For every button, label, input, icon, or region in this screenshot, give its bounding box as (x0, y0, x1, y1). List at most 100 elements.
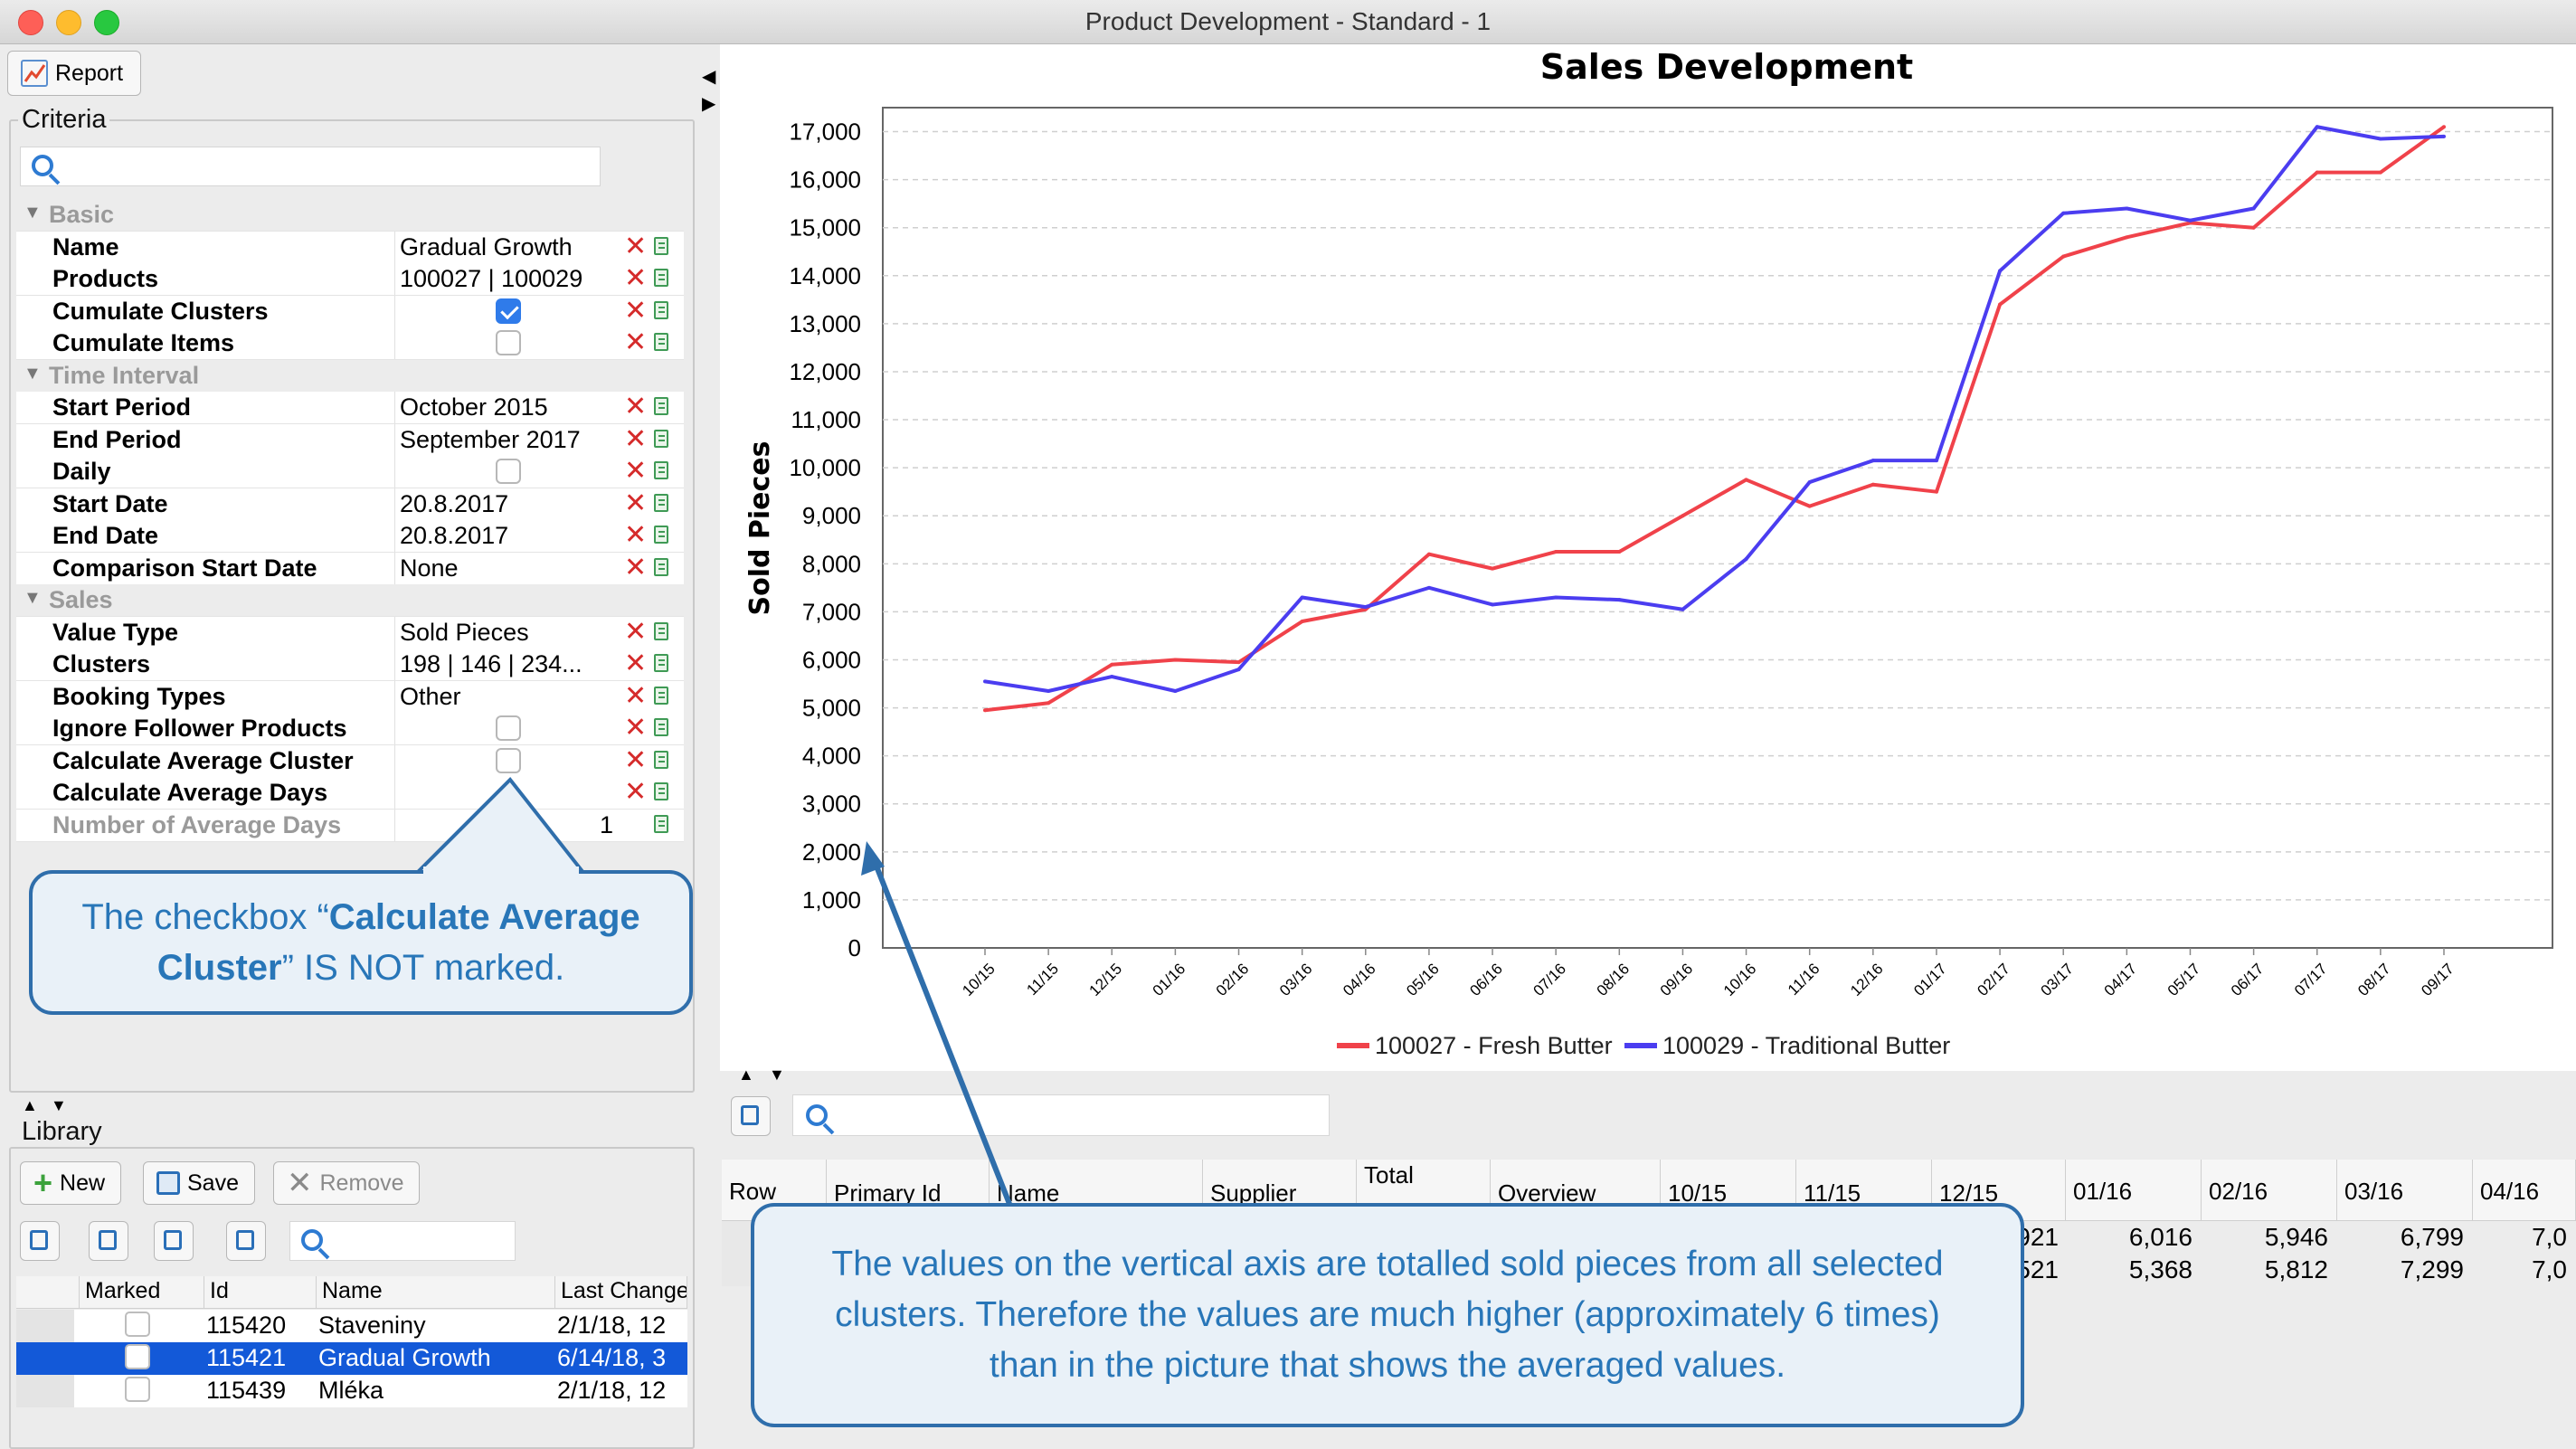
clear-value-icon[interactable]: ✕ (624, 263, 648, 293)
collapse-left-arrow[interactable]: ◀ (702, 67, 716, 87)
row-handle[interactable] (16, 1342, 74, 1375)
edit-value-icon[interactable] (654, 461, 668, 479)
daily-checkbox[interactable] (496, 459, 521, 484)
new-button[interactable]: + New (20, 1161, 121, 1205)
expand-right-arrow[interactable]: ▶ (702, 94, 716, 114)
section-sales[interactable]: ▼ Sales (16, 584, 684, 617)
library-row[interactable]: 115439 Mléka 2/1/18, 12 (16, 1375, 687, 1407)
table-header-02-16[interactable]: 02/16 (2202, 1160, 2337, 1221)
edit-value-icon[interactable] (654, 782, 668, 800)
table-splitter-down-arrow[interactable]: ▼ (769, 1065, 785, 1084)
clear-value-icon[interactable]: ✕ (624, 649, 648, 678)
edit-value-icon[interactable] (654, 750, 668, 769)
edit-value-icon[interactable] (654, 526, 668, 544)
table-cell[interactable]: 7,0 (2532, 1255, 2567, 1283)
property-row-start-date[interactable]: Start Date 20.8.2017 ✕ (16, 488, 684, 521)
property-value[interactable]: September 2017 (400, 425, 581, 453)
property-row-number-of-average-days[interactable]: Number of Average Days 1 (16, 809, 684, 842)
clear-value-icon[interactable]: ✕ (624, 616, 648, 647)
library-row[interactable]: 115420 Staveniny 2/1/18, 12 (16, 1310, 687, 1342)
table-cell[interactable]: 5,812 (2264, 1255, 2328, 1283)
property-row-clusters[interactable]: Clusters 198 | 146 | 234... ✕ (16, 649, 684, 681)
property-value[interactable]: Gradual Growth (400, 232, 573, 260)
table-cell[interactable]: 7,0 (2532, 1223, 2567, 1251)
clear-value-icon[interactable]: ✕ (624, 680, 648, 711)
property-value[interactable]: 20.8.2017 (400, 522, 509, 549)
clear-value-icon[interactable]: ✕ (624, 392, 648, 421)
ignore-follower-products-checkbox[interactable] (496, 715, 521, 741)
property-value[interactable]: 20.8.2017 (400, 489, 509, 517)
save-button[interactable]: Save (143, 1161, 255, 1205)
remove-button[interactable]: ✕ Remove (273, 1161, 420, 1205)
edit-value-icon[interactable] (654, 718, 668, 736)
clear-value-icon[interactable]: ✕ (624, 777, 648, 807)
edit-value-icon[interactable] (654, 269, 668, 287)
table-header-01-16[interactable]: 01/16 (2066, 1160, 2202, 1221)
edit-value-icon[interactable] (654, 300, 668, 319)
property-row-value-type[interactable]: Value Type Sold Pieces ✕ (16, 616, 684, 649)
edit-value-icon[interactable] (654, 397, 668, 415)
table-cell[interactable]: 5,946 (2264, 1223, 2328, 1251)
property-row-booking-types[interactable]: Booking Types Other ✕ (16, 680, 684, 714)
library-header-id[interactable]: Id (204, 1276, 317, 1309)
mark-all-icon[interactable] (20, 1221, 60, 1261)
property-row-comparison-start-date[interactable]: Comparison Start Date None ✕ (16, 552, 684, 585)
clipboard-icon[interactable] (226, 1221, 266, 1261)
clear-value-icon[interactable]: ✕ (624, 456, 648, 486)
row-handle[interactable] (16, 1375, 74, 1407)
marked-checkbox[interactable] (125, 1377, 150, 1402)
table-cell[interactable]: 7,299 (2400, 1255, 2464, 1283)
edit-value-icon[interactable] (654, 814, 668, 833)
criteria-search-input[interactable] (20, 147, 601, 186)
cumulate-clusters-checkbox[interactable] (496, 298, 521, 324)
copy-icon[interactable] (89, 1221, 128, 1261)
property-row-start-period[interactable]: Start Period October 2015 ✕ (16, 392, 684, 424)
edit-value-icon[interactable] (654, 557, 668, 576)
table-header-04-16[interactable]: 04/16 (2473, 1160, 2576, 1221)
library-search-input[interactable] (289, 1221, 516, 1261)
property-value[interactable]: 100027 | 100029 (400, 265, 583, 292)
section-time-interval[interactable]: ▼ Time Interval (16, 359, 684, 393)
row-handle[interactable] (16, 1310, 74, 1342)
cumulate-items-checkbox[interactable] (496, 330, 521, 355)
clear-value-icon[interactable]: ✕ (624, 488, 648, 518)
table-cell[interactable]: 6,799 (2400, 1223, 2464, 1251)
property-value[interactable]: 1 (599, 810, 613, 838)
property-row-daily[interactable]: Daily ✕ (16, 456, 684, 488)
library-header-name[interactable]: Name (317, 1276, 555, 1309)
table-clipboard-icon[interactable] (731, 1096, 771, 1136)
property-row-name[interactable]: Name Gradual Growth ✕ (16, 231, 684, 264)
edit-value-icon[interactable] (654, 333, 668, 351)
clear-value-icon[interactable]: ✕ (624, 520, 648, 550)
table-cell[interactable]: 5,368 (2128, 1255, 2192, 1283)
help-icon[interactable] (154, 1221, 194, 1261)
splitter-up-arrow[interactable]: ▲ (22, 1096, 38, 1114)
property-row-cumulate-items[interactable]: Cumulate Items ✕ (16, 327, 684, 360)
close-window-button[interactable] (18, 10, 43, 35)
property-value[interactable]: October 2015 (400, 393, 548, 421)
minimize-window-button[interactable] (56, 10, 81, 35)
disclosure-triangle-icon[interactable]: ▼ (24, 203, 42, 223)
disclosure-triangle-icon[interactable]: ▼ (24, 363, 42, 384)
property-value[interactable]: Other (400, 682, 461, 710)
property-value[interactable]: Sold Pieces (400, 618, 529, 646)
edit-value-icon[interactable] (654, 621, 668, 640)
table-search-input[interactable] (792, 1094, 1330, 1136)
splitter-down-arrow[interactable]: ▼ (51, 1096, 67, 1114)
edit-value-icon[interactable] (654, 686, 668, 705)
edit-value-icon[interactable] (654, 236, 668, 255)
property-value[interactable]: None (400, 554, 459, 582)
disclosure-triangle-icon[interactable]: ▼ (24, 588, 42, 608)
library-row[interactable]: 115421 Gradual Growth 6/14/18, 3 (16, 1342, 687, 1375)
calculate-average-cluster-checkbox[interactable] (496, 747, 521, 773)
table-splitter-up-arrow[interactable]: ▲ (738, 1065, 754, 1084)
table-cell[interactable]: 6,016 (2128, 1223, 2192, 1251)
edit-value-icon[interactable] (654, 493, 668, 512)
clear-value-icon[interactable]: ✕ (624, 231, 648, 261)
library-header-marked[interactable]: Marked (80, 1276, 204, 1309)
zoom-window-button[interactable] (94, 10, 119, 35)
marked-checkbox[interactable] (125, 1312, 150, 1337)
clear-value-icon[interactable]: ✕ (624, 423, 648, 454)
table-header-03-16[interactable]: 03/16 (2337, 1160, 2473, 1221)
edit-value-icon[interactable] (654, 654, 668, 672)
